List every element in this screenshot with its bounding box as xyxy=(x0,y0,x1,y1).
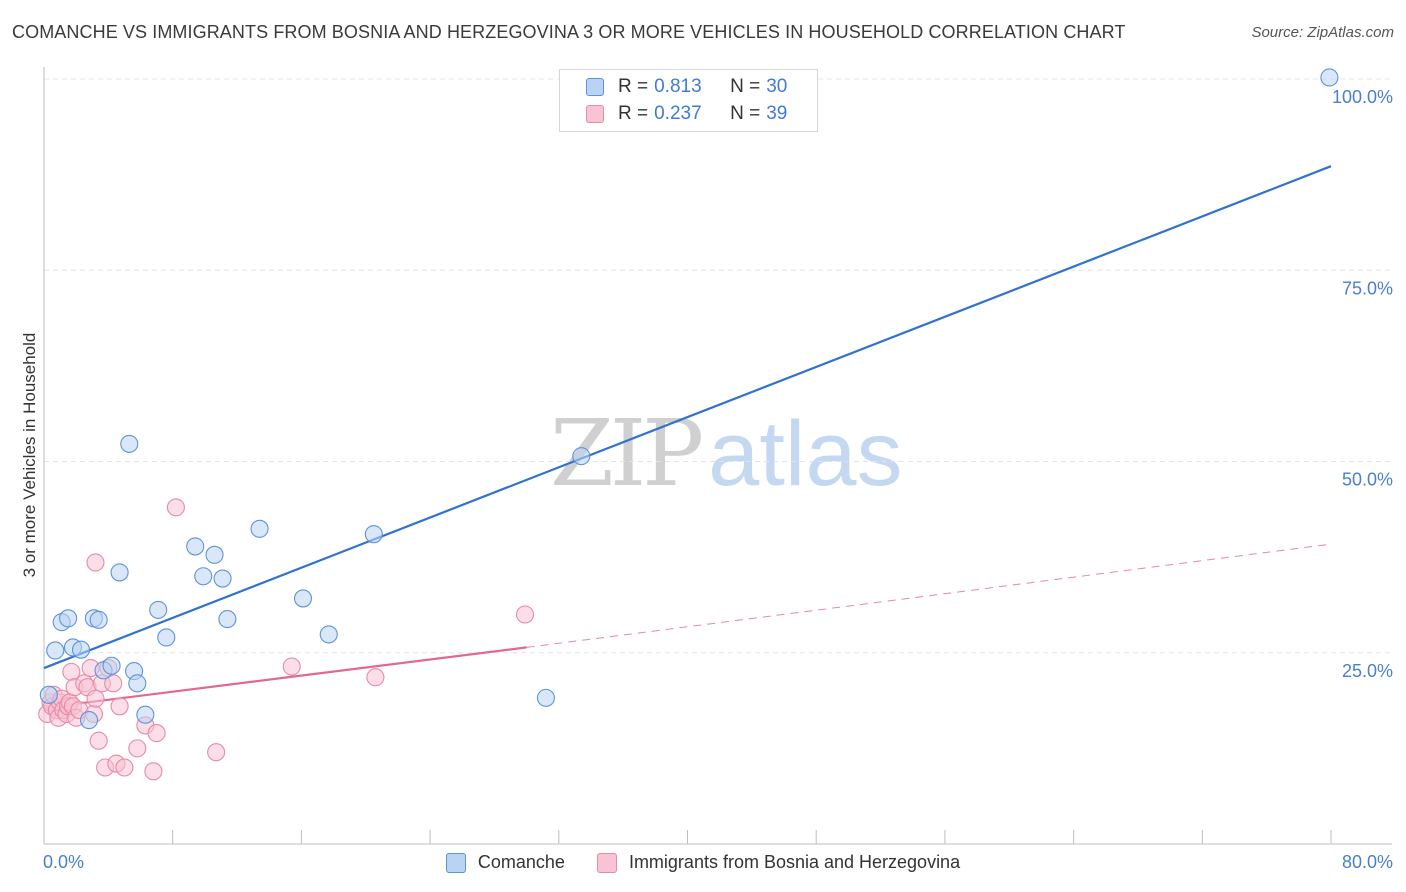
data-point-comanche xyxy=(319,625,338,644)
series-legend: Comanche Immigrants from Bosnia and Herz… xyxy=(0,852,1406,873)
legend-row-bosnia: R = 0.237 N = 39 xyxy=(586,102,787,126)
data-point-comanche xyxy=(194,567,213,586)
trend-line-comanche xyxy=(43,165,1332,670)
data-point-bosnia xyxy=(86,553,105,572)
data-point-bosnia xyxy=(115,758,134,777)
gridlines xyxy=(44,78,1392,654)
data-point-comanche xyxy=(205,545,224,564)
legend-swatch-pink xyxy=(586,105,604,123)
x-tick-label-max: 80.0% xyxy=(1341,852,1393,872)
data-point-comanche xyxy=(213,569,232,588)
data-point-comanche xyxy=(89,610,108,629)
data-point-comanche xyxy=(110,563,129,582)
axes xyxy=(43,67,1392,845)
correlation-legend: R = 0.813 N = 30 R = 0.237 N = 39 xyxy=(559,69,818,132)
data-point-comanche xyxy=(102,656,121,675)
data-point-comanche xyxy=(149,600,168,619)
y-tick-label: 50.0% xyxy=(1342,470,1393,490)
trend-line-bosnia xyxy=(43,646,527,709)
legend-label-comanche: Comanche xyxy=(477,852,565,872)
data-point-bosnia xyxy=(128,739,147,758)
x-tick-label-min: 0.0% xyxy=(43,852,85,872)
data-point-bosnia xyxy=(144,762,163,781)
data-point-comanche xyxy=(250,519,269,538)
data-point-comanche xyxy=(120,434,139,453)
legend-label-bosnia: Immigrants from Bosnia and Herzegovina xyxy=(628,852,961,872)
y-tick-label: 75.0% xyxy=(1342,278,1393,298)
data-point-bosnia xyxy=(207,743,226,762)
data-point-comanche xyxy=(218,610,237,629)
chart-title: COMANCHE VS IMMIGRANTS FROM BOSNIA AND H… xyxy=(12,22,1126,42)
data-point-bosnia xyxy=(89,731,108,750)
data-point-comanche xyxy=(136,705,155,724)
legend-item-bosnia[interactable]: Immigrants from Bosnia and Herzegovina xyxy=(596,852,961,873)
legend-r-label: R = xyxy=(618,103,649,124)
watermark: ZIPatlas xyxy=(550,400,903,507)
data-point-comanche xyxy=(157,628,176,647)
legend-n-label: N = xyxy=(730,103,761,124)
data-point-bosnia xyxy=(282,657,301,676)
data-point-comanche xyxy=(39,685,58,704)
legend-r-value: 0.813 xyxy=(654,76,702,97)
data-point-bosnia xyxy=(86,689,105,708)
legend-swatch-blue xyxy=(445,852,466,873)
data-point-comanche xyxy=(79,711,99,730)
y-tick-labels: 25.0% 50.0% 75.0% 100.0% xyxy=(1332,87,1393,681)
y-tick-label: 25.0% xyxy=(1342,661,1393,681)
legend-row-comanche: R = 0.813 N = 30 xyxy=(586,75,787,99)
y-tick-label: 100.0% xyxy=(1332,87,1393,107)
data-point-bosnia xyxy=(515,605,535,624)
legend-r-label: R = xyxy=(618,76,649,97)
legend-n-label: N = xyxy=(730,76,761,97)
data-point-comanche xyxy=(364,525,383,544)
data-point-comanche xyxy=(71,640,91,659)
data-point-bosnia xyxy=(110,697,129,716)
data-point-comanche xyxy=(59,609,78,628)
data-point-comanche xyxy=(293,589,313,608)
data-point-bosnia xyxy=(366,668,385,687)
legend-r-value: 0.237 xyxy=(654,103,702,124)
data-point-comanche xyxy=(46,641,65,660)
data-point-comanche xyxy=(536,688,555,707)
data-points xyxy=(38,68,1339,781)
y-axis-label: 3 or more Vehicles in Household xyxy=(20,332,39,578)
legend-item-comanche[interactable]: Comanche xyxy=(445,852,565,873)
data-point-bosnia xyxy=(104,674,123,693)
source-label: Source: ZipAtlas.com xyxy=(1251,24,1394,41)
trend-lines xyxy=(43,165,1332,709)
trend-line-bosnia-extrapolated xyxy=(526,543,1332,648)
data-point-bosnia xyxy=(166,498,185,517)
data-point-comanche xyxy=(572,447,591,466)
data-point-bosnia xyxy=(147,724,166,743)
legend-n-value: 30 xyxy=(766,76,788,97)
data-point-comanche xyxy=(1320,68,1339,87)
data-point-comanche xyxy=(128,674,147,693)
legend-swatch-blue xyxy=(586,78,604,96)
watermark-atlas: atlas xyxy=(708,403,903,505)
legend-n-value: 39 xyxy=(766,103,788,124)
data-point-comanche xyxy=(186,537,205,556)
legend-swatch-pink xyxy=(596,852,617,873)
